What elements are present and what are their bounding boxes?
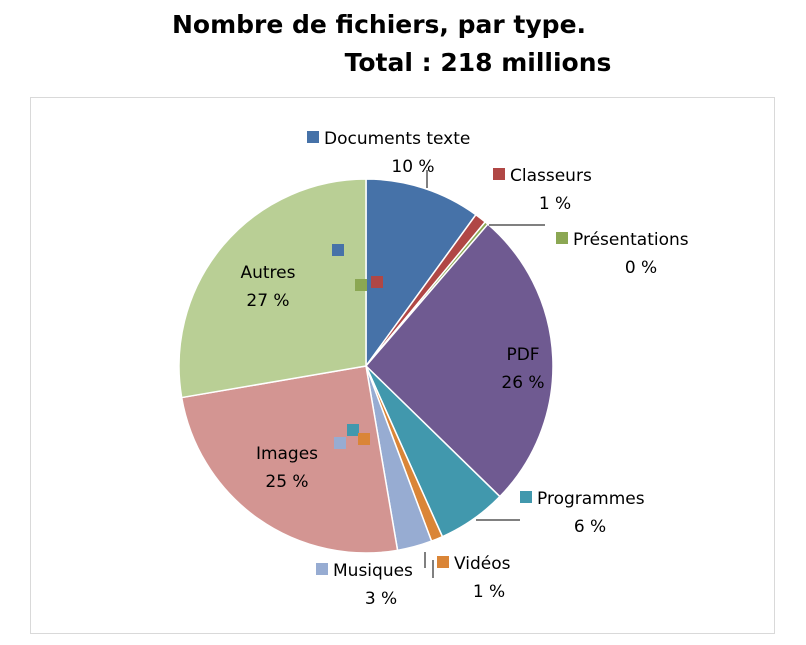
chart-title-line2: Total : 218 millions (344, 48, 612, 77)
marker-artifact (371, 276, 383, 288)
slice-percent-programmes: 6 % (574, 517, 606, 537)
slice-percent-classeurs: 1 % (539, 194, 571, 214)
slice-label-pdf: PDF (506, 345, 539, 365)
legend-marker-videos (437, 556, 449, 568)
chart-frame (30, 97, 775, 634)
slice-percent-pdf: 26 % (501, 373, 544, 393)
marker-artifact (332, 244, 344, 256)
slice-label-documents-texte: Documents texte (324, 129, 470, 149)
pie-slice-pdf (364, 223, 554, 498)
chart-title: Nombre de fichiers, par type. Total : 21… (0, 6, 806, 82)
legend-marker-musiques (316, 563, 328, 575)
slice-label-programmes: Programmes (537, 489, 645, 509)
slice-percent-autres: 27 % (246, 291, 289, 311)
legend-marker-presentations (556, 232, 568, 244)
slice-percent-presentations: 0 % (625, 258, 657, 278)
marker-artifact (358, 433, 370, 445)
slice-label-videos: Vidéos (454, 554, 511, 574)
legend-marker-documents-texte (307, 131, 319, 143)
pie-slice-images (180, 365, 399, 554)
legend-marker-classeurs (493, 168, 505, 180)
slice-label-autres: Autres (240, 263, 295, 283)
chart-title-line1: Nombre de fichiers, par type. (171, 10, 587, 39)
pie-slice-autres (178, 178, 367, 399)
slice-label-presentations: Présentations (573, 230, 689, 250)
slice-percent-images: 25 % (265, 472, 308, 492)
slice-percent-videos: 1 % (473, 582, 505, 602)
pie-slice-documents-texte (365, 178, 477, 369)
slice-percent-musiques: 3 % (365, 589, 397, 609)
marker-artifact (334, 437, 346, 449)
slice-label-classeurs: Classeurs (510, 166, 592, 186)
slice-percent-documents-texte: 10 % (391, 157, 434, 177)
slice-label-images: Images (256, 444, 318, 464)
slice-label-musiques: Musiques (333, 561, 413, 581)
marker-artifact (347, 424, 359, 436)
marker-artifact (355, 279, 367, 291)
legend-marker-programmes (520, 491, 532, 503)
